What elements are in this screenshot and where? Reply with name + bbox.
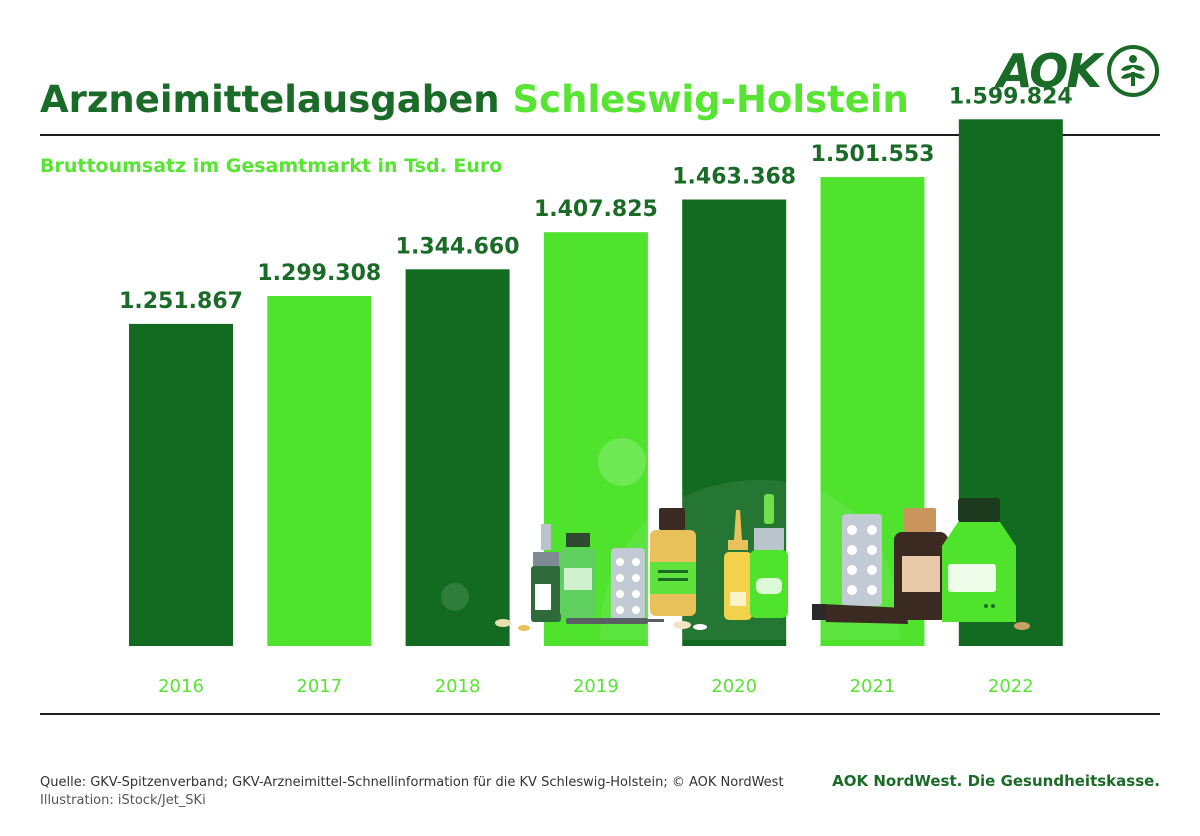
category-label-2022: 2022	[988, 676, 1034, 697]
value-label-2019: 1.407.825	[534, 197, 658, 222]
bar-2018	[405, 269, 510, 646]
value-label-2016: 1.251.867	[119, 289, 243, 314]
source-text: Quelle: GKV-Spitzenverband; GKV-Arzneimi…	[40, 775, 784, 790]
aok-logo: AOK	[997, 43, 1160, 99]
aok-tree-emblem-icon	[1107, 45, 1159, 97]
category-label-2020: 2020	[711, 676, 757, 697]
chart-title: Arzneimittelausgaben Schleswig-Holstein	[40, 78, 909, 121]
title-main: Arzneimittelausgaben	[40, 78, 500, 121]
chart-subtitle: Bruttoumsatz im Gesamtmarkt in Tsd. Euro	[40, 155, 503, 177]
value-label-2017: 1.299.308	[257, 261, 381, 286]
value-label-2022: 1.599.824	[949, 84, 1073, 109]
logo-text: AOK	[997, 44, 1102, 98]
tagline: AOK NordWest. Die Gesundheitskasse.	[832, 772, 1160, 790]
labels-layer: 1.251.867 2016 1.299.308 2017 1.344.660 2018 1…	[119, 84, 1073, 697]
category-label-2017: 2017	[296, 676, 342, 697]
value-label-2018: 1.344.660	[396, 234, 520, 259]
title-accent: Schleswig-Holstein	[512, 78, 909, 121]
bottom-divider	[40, 713, 1160, 715]
bar-2016	[129, 323, 233, 646]
category-label-2016: 2016	[158, 676, 204, 697]
category-label-2018: 2018	[435, 676, 481, 697]
medicine-bottles-illustration	[441, 438, 1030, 640]
value-label-2021: 1.501.553	[811, 142, 935, 167]
illustration-credit: Illustration: iStock/Jet_SKi	[40, 793, 206, 808]
source-note: Quelle: GKV-Spitzenverband; GKV-Arzneimi…	[40, 774, 784, 810]
bar-2017	[267, 296, 372, 646]
category-label-2019: 2019	[573, 676, 619, 697]
top-divider	[40, 134, 1160, 136]
value-label-2020: 1.463.368	[672, 165, 796, 190]
category-label-2021: 2021	[850, 676, 896, 697]
